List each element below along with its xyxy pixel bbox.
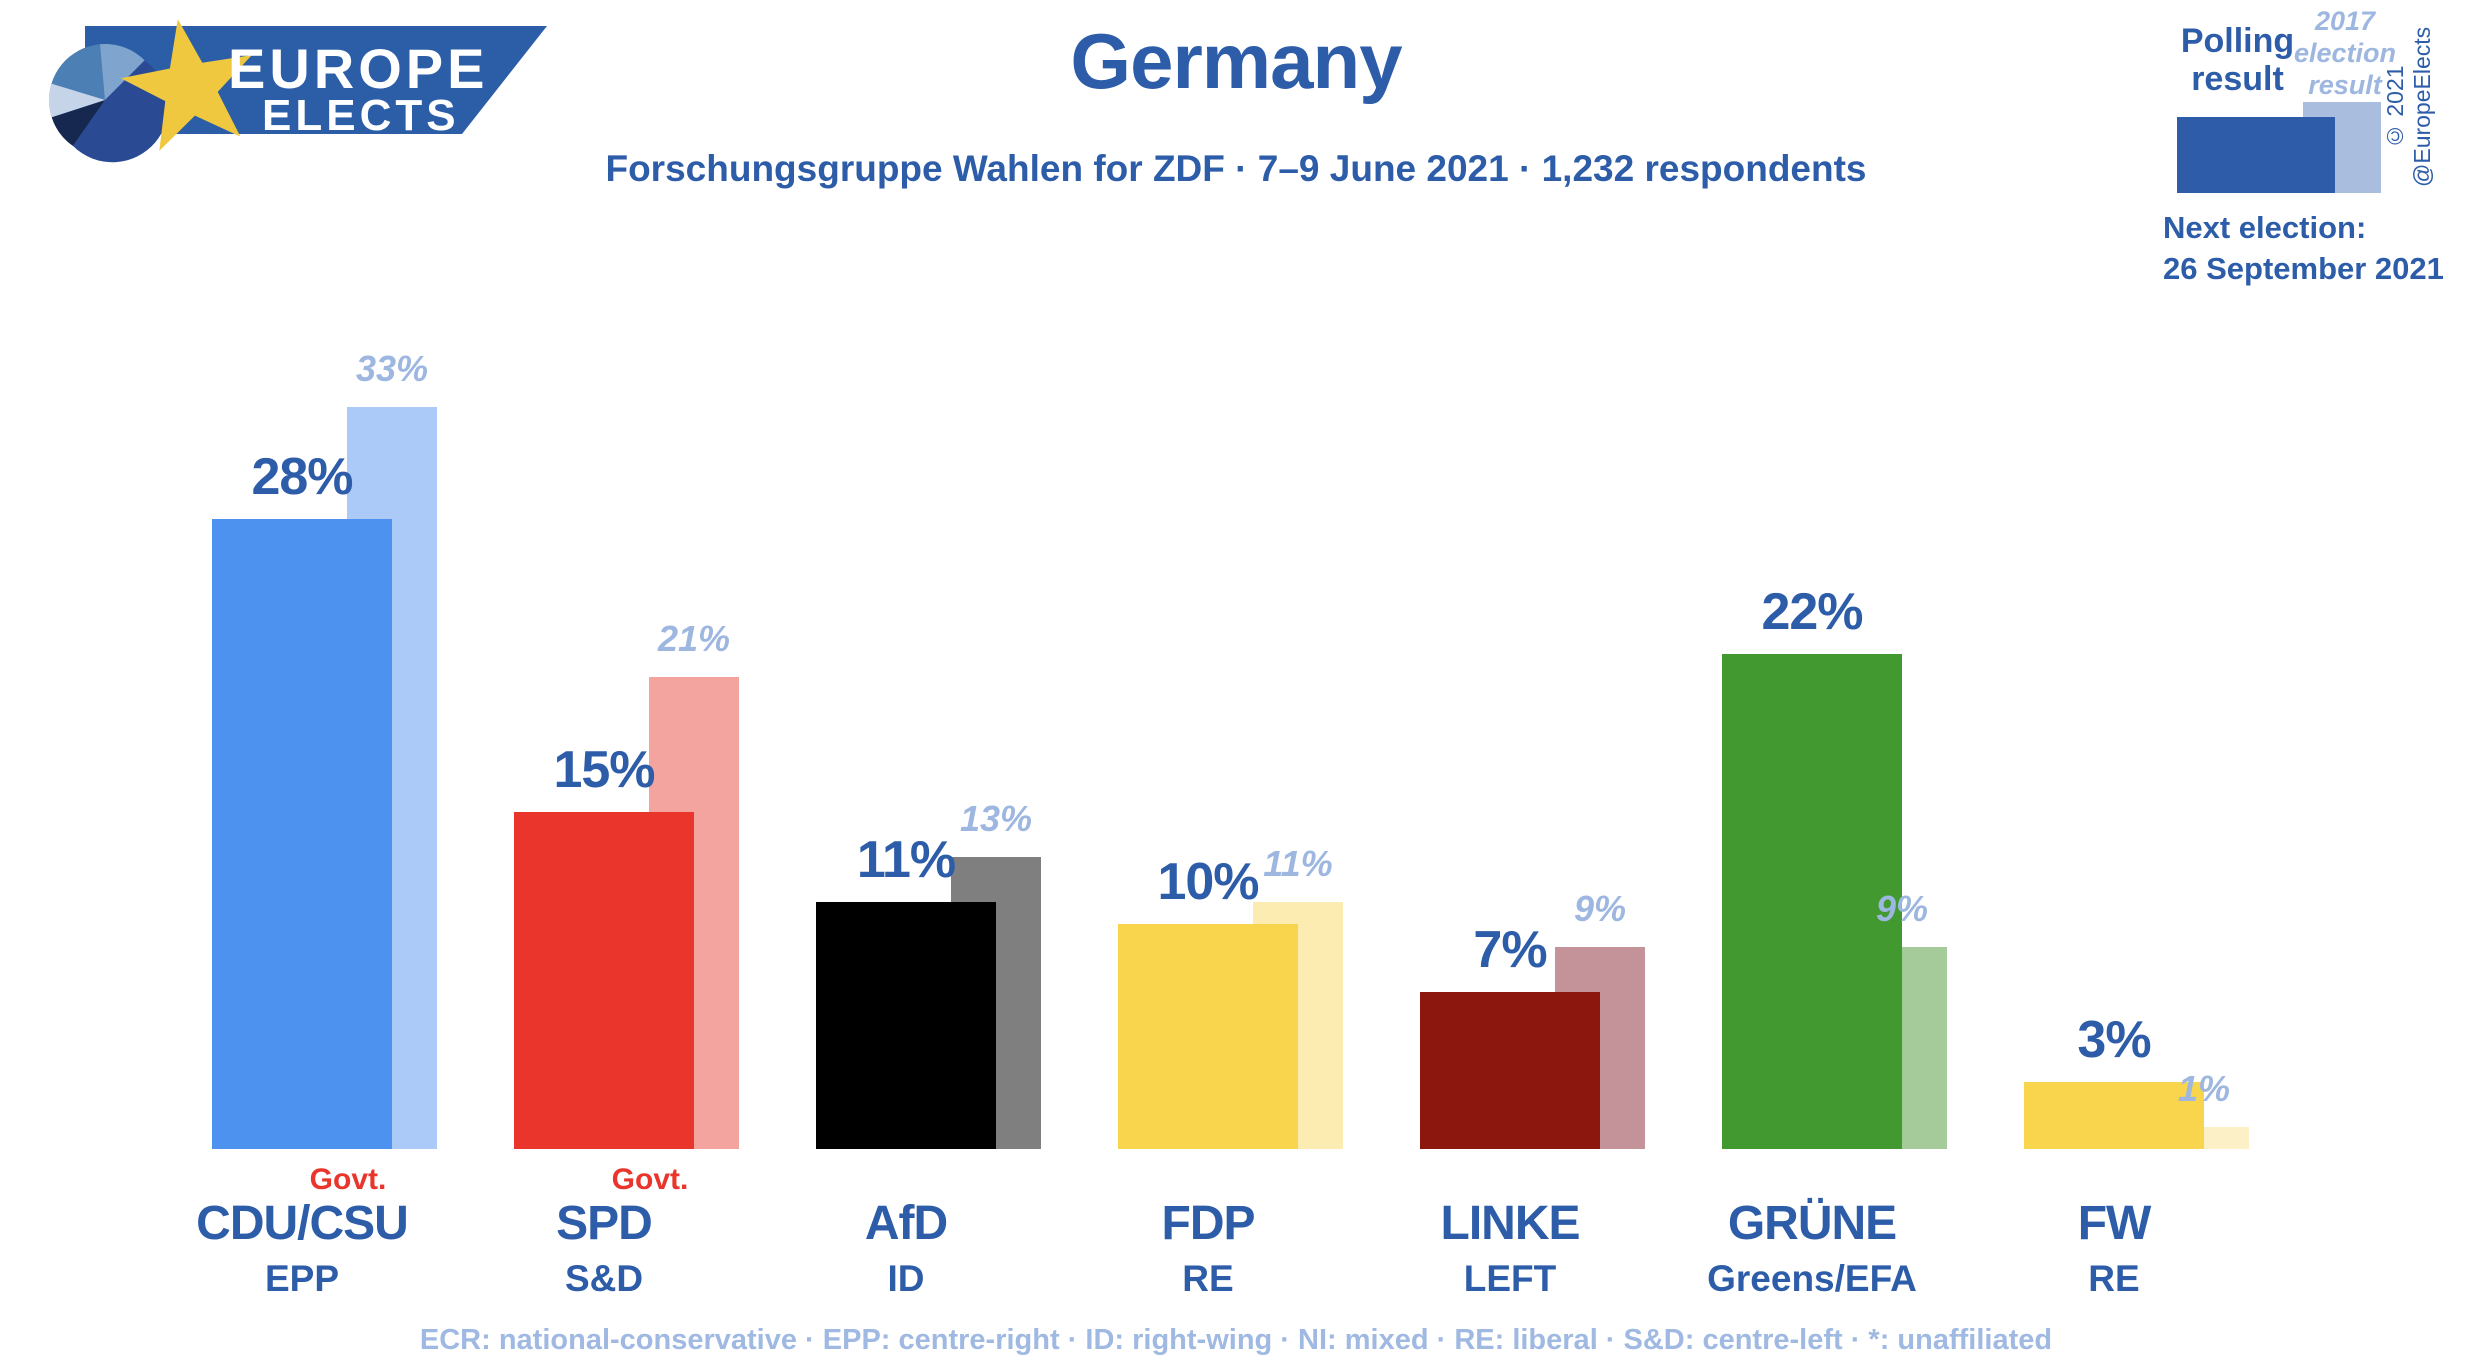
- party-name-CDU/CSU: CDU/CSU: [196, 1197, 409, 1250]
- polling-value-label-AfD: 11%: [856, 830, 956, 889]
- bar-polling-result-CDU/CSU: [212, 519, 392, 1149]
- ep-group-label-FDP: RE: [1182, 1258, 1234, 1299]
- polling-value-label-CDU/CSU: 28%: [251, 448, 353, 506]
- polling-value-label-FDP: 10%: [1157, 853, 1259, 911]
- legend-polling-bar-swatch: [2177, 117, 2335, 193]
- election-value-label-FW: 1%: [2177, 1067, 2231, 1109]
- ep-group-label-SPD: S&D: [564, 1258, 644, 1299]
- ep-group-key: ECR: national-conservative · EPP: centre…: [419, 1324, 2053, 1356]
- election-value-label-FDP: 11%: [1263, 842, 1333, 884]
- next-election-date: 26 September 2021: [2163, 251, 2444, 286]
- europe-elects-logo: EUROPE ELECTS: [48, 19, 547, 163]
- election-value-label-CDU/CSU: 33%: [355, 347, 429, 389]
- bar-polling-result-SPD: [514, 811, 694, 1149]
- polling-value-label-LINKE: 7%: [1473, 920, 1547, 979]
- polling-value-label-SPD: 15%: [553, 740, 655, 799]
- ep-group-label-LINKE: LEFT: [1463, 1258, 1557, 1299]
- next-election-label: Next election:: [2163, 210, 2367, 245]
- election-value-label-AfD: 13%: [959, 797, 1033, 839]
- party-name-GRÜNE: GRÜNE: [1727, 1197, 1897, 1250]
- bar-polling-result-FDP: [1118, 924, 1298, 1149]
- logo-text-elects: ELECTS: [262, 91, 460, 140]
- party-name-FDP: FDP: [1161, 1197, 1256, 1250]
- ep-group-label-AfD: ID: [887, 1258, 925, 1299]
- party-name-SPD: SPD: [556, 1197, 653, 1250]
- party-name-AfD: AfD: [864, 1197, 948, 1250]
- ep-group-label-CDU/CSU: EPP: [264, 1258, 340, 1299]
- election-value-label-LINKE: 9%: [1573, 887, 1627, 929]
- polling-value-label-FW: 3%: [2077, 1010, 2151, 1069]
- bar-polling-result-FW: [2024, 1081, 2204, 1149]
- chart-subtitle: Forschungsgruppe Wahlen for ZDF · 7–9 Ju…: [605, 148, 1867, 189]
- ep-group-label-FW: RE: [2088, 1258, 2140, 1299]
- govt-badge-SPD: Govt.: [611, 1163, 689, 1196]
- party-name-FW: FW: [2077, 1197, 2152, 1250]
- legend-election-label: 2017 election result: [2293, 6, 2397, 100]
- legend-polling-label: Polling result: [2180, 22, 2295, 99]
- bar-polling-result-LINKE: [1420, 991, 1600, 1149]
- party-name-LINKE: LINKE: [1440, 1197, 1581, 1250]
- logo-star-icon: [120, 19, 252, 151]
- bar-polling-result-GRÜNE: [1722, 654, 1902, 1149]
- chart-title: Germany: [1070, 17, 1402, 105]
- bar-polling-result-AfD: [816, 901, 996, 1149]
- election-value-label-GRÜNE: 9%: [1875, 887, 1929, 929]
- polling-value-label-GRÜNE: 22%: [1761, 583, 1863, 641]
- logo-text-europe: EUROPE: [228, 37, 489, 100]
- election-value-label-SPD: 21%: [657, 617, 731, 659]
- govt-badge-CDU/CSU: Govt.: [309, 1163, 387, 1196]
- ep-group-label-GRÜNE: Greens/EFA: [1707, 1258, 1917, 1299]
